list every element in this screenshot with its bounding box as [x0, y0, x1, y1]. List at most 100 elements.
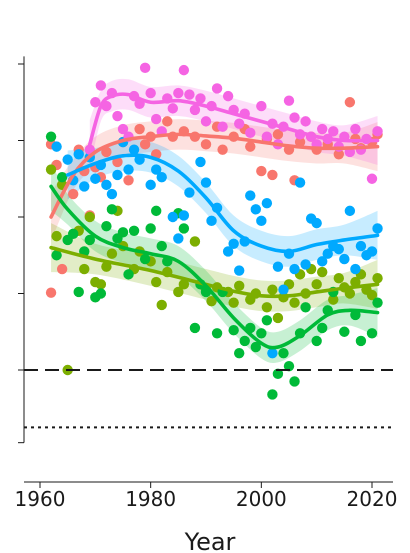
- data-point: [278, 284, 289, 295]
- x-tick-label: 2000: [236, 487, 287, 511]
- data-point: [112, 156, 123, 168]
- data-point: [344, 288, 356, 299]
- data-point: [95, 279, 107, 290]
- data-point: [95, 80, 107, 91]
- data-point: [73, 286, 84, 298]
- data-point: [145, 87, 156, 99]
- data-point: [90, 97, 101, 108]
- data-point: [366, 246, 378, 257]
- data-point: [322, 248, 333, 259]
- data-point: [151, 164, 162, 175]
- data-point: [189, 322, 201, 334]
- data-point: [217, 144, 228, 155]
- data-point: [222, 246, 234, 257]
- data-point: [267, 347, 278, 359]
- data-point: [366, 328, 378, 339]
- data-point: [51, 250, 62, 261]
- reference-lines: [24, 369, 393, 429]
- data-point: [339, 326, 350, 337]
- data-point: [123, 164, 134, 175]
- data-point: [289, 112, 300, 123]
- data-point: [344, 205, 356, 217]
- data-point: [106, 188, 118, 200]
- data-point: [234, 347, 245, 359]
- data-point: [90, 173, 101, 184]
- data-point: [68, 188, 79, 200]
- data-point: [211, 328, 223, 339]
- data-point: [228, 325, 239, 336]
- data-point: [112, 110, 123, 122]
- data-point: [355, 240, 367, 252]
- data-point: [317, 123, 328, 135]
- data-point: [151, 276, 162, 288]
- x-axis-title: Year: [184, 528, 236, 553]
- data-point: [245, 127, 256, 139]
- data-point: [267, 284, 278, 295]
- confidence-ribbon: [67, 139, 378, 267]
- data-point: [167, 103, 178, 114]
- trend-line: [49, 245, 380, 299]
- data-point: [372, 126, 383, 137]
- data-point: [250, 341, 261, 353]
- data-point: [317, 256, 328, 267]
- data-point: [173, 87, 184, 99]
- data-point: [79, 263, 90, 275]
- data-point: [128, 144, 140, 155]
- data-point: [261, 302, 273, 313]
- data-point: [200, 177, 212, 188]
- data-point: [339, 253, 350, 265]
- data-point: [184, 187, 195, 198]
- data-point: [217, 121, 228, 132]
- data-point: [106, 248, 118, 259]
- data-point: [173, 233, 184, 244]
- data-point: [222, 90, 234, 102]
- data-point: [250, 204, 261, 215]
- data-point: [139, 62, 151, 74]
- data-point: [178, 223, 190, 234]
- data-point: [73, 149, 84, 160]
- data-point: [311, 335, 322, 347]
- data-point: [101, 179, 112, 191]
- data-point: [333, 243, 344, 255]
- data-point: [228, 238, 239, 249]
- data-point: [261, 315, 273, 326]
- data-point: [101, 220, 112, 232]
- data-point: [145, 179, 156, 191]
- data-point: [261, 131, 273, 142]
- data-point: [95, 288, 107, 299]
- data-point: [372, 273, 383, 284]
- data-point: [311, 217, 322, 229]
- data-point: [234, 265, 245, 276]
- data-point: [234, 280, 245, 292]
- data-point: [167, 211, 178, 223]
- axes: [23, 56, 393, 483]
- data-point: [278, 347, 289, 359]
- data-point: [300, 116, 311, 127]
- data-point: [195, 156, 206, 168]
- data-point: [145, 223, 156, 234]
- data-point: [195, 93, 206, 104]
- data-point: [328, 126, 339, 137]
- data-point: [101, 146, 112, 158]
- data-point: [84, 234, 96, 246]
- data-point: [79, 181, 90, 192]
- data-point: [256, 100, 267, 112]
- data-point: [261, 198, 273, 209]
- data-point: [317, 322, 328, 334]
- data-point: [256, 328, 267, 339]
- data-point: [56, 263, 68, 275]
- data-point: [272, 368, 284, 380]
- data-point: [300, 259, 311, 270]
- y-axis-ticks: [18, 63, 24, 444]
- data-point: [178, 64, 190, 76]
- data-point: [156, 172, 167, 183]
- data-point: [328, 294, 339, 305]
- data-point: [300, 302, 311, 313]
- data-point: [84, 211, 96, 223]
- trend-line: [65, 153, 380, 254]
- data-point: [272, 312, 284, 324]
- data-point: [311, 279, 322, 290]
- data-point: [101, 261, 112, 272]
- data-point: [200, 139, 212, 150]
